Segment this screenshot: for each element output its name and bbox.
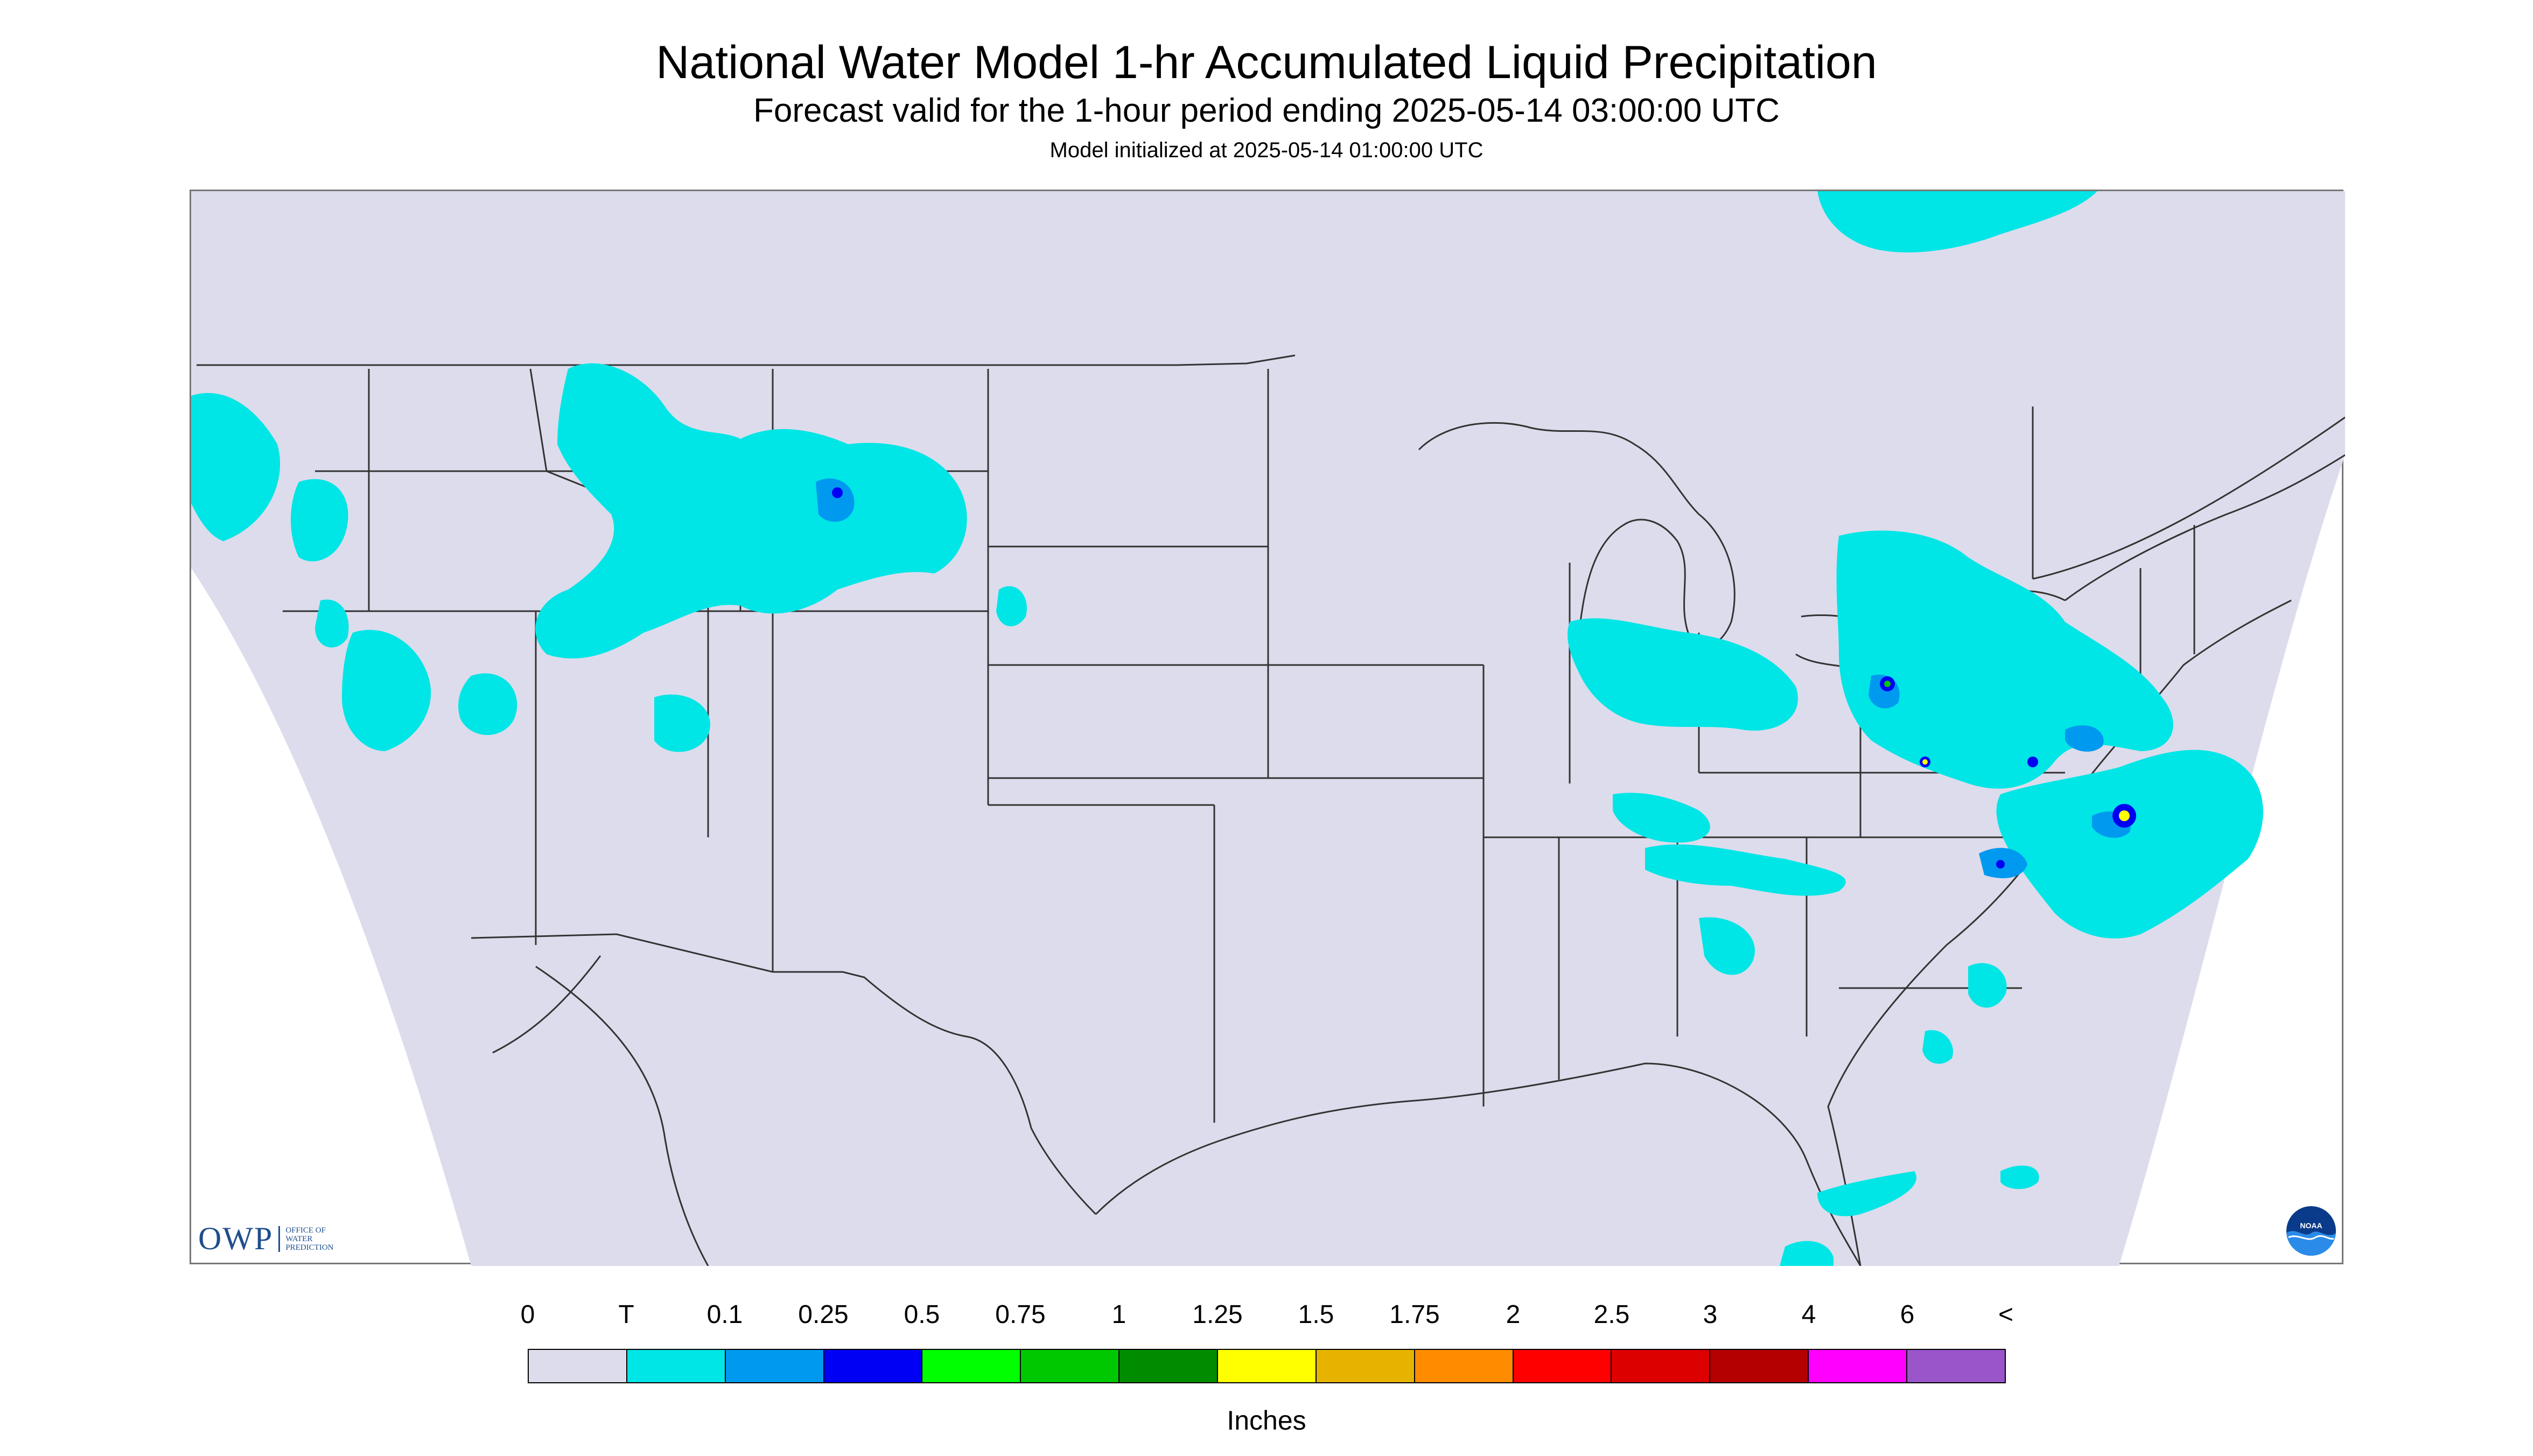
- legend-tick-label: 3: [1703, 1300, 1718, 1329]
- noaa-logo-icon: [2286, 1206, 2336, 1256]
- legend-tick-label: 1.25: [1192, 1300, 1243, 1329]
- legend-swatch: [1415, 1350, 1514, 1382]
- legend-tick-labels: 0 T 0.1 0.25 0.5 0.75 1 1.25 1.5 1.75 2 2.5 3 4 6 <: [521, 1299, 2014, 1336]
- northern-rockies-montana: [535, 363, 967, 659]
- gulf-bahamas: [1968, 963, 2007, 1008]
- legend-swatch: [529, 1350, 627, 1382]
- carolinas-coastal: [1996, 750, 2263, 939]
- pacific-northwest-coastal: [191, 393, 281, 541]
- legend-swatch: [725, 1350, 824, 1382]
- legend-tick-label: 0.5: [904, 1300, 940, 1329]
- legend-tick-label: 1: [1111, 1300, 1126, 1329]
- precip-trace-areas: [191, 191, 2263, 1266]
- legend-swatch: [922, 1350, 1021, 1382]
- legend-swatch: [627, 1350, 726, 1382]
- legend-swatch: [1021, 1350, 1120, 1382]
- legend-tick-label: 2.5: [1593, 1300, 1630, 1329]
- legend-swatch: [1612, 1350, 1711, 1382]
- legend-tick-label: 0.25: [798, 1300, 849, 1329]
- legend-tick-label: <: [1998, 1300, 2014, 1329]
- legend-tick-label: 1.75: [1389, 1300, 1440, 1329]
- great-basin-nevada: [342, 629, 431, 751]
- legend-swatch: [1513, 1350, 1612, 1382]
- legend-color-bar: [528, 1349, 2006, 1383]
- legend-swatch: [1809, 1350, 1908, 1382]
- noaa-logo-text: NOAA: [2300, 1221, 2322, 1230]
- legend-units: Inches: [1227, 1405, 1306, 1436]
- legend-swatch: [824, 1350, 923, 1382]
- legend-tick-label: 0.1: [706, 1300, 743, 1329]
- owp-logo: OWP OFFICE OF WATER PREDICTION: [198, 1220, 334, 1257]
- legend-swatch: [1119, 1350, 1219, 1382]
- ohio-valley: [1568, 618, 1798, 731]
- quebec-north: [1817, 191, 2097, 253]
- legend-tick-label: 4: [1801, 1300, 1816, 1329]
- legend-tick-label: T: [618, 1300, 634, 1329]
- mid-atlantic-northeast: [1836, 530, 2173, 789]
- legend-tick-label: 2: [1506, 1300, 1521, 1329]
- precip-heavy-cells: [832, 487, 2136, 869]
- owp-logo-subtext: OFFICE OF WATER PREDICTION: [278, 1226, 334, 1252]
- model-init-time: Model initialized at 2025-05-14 01:00:00…: [1049, 138, 1484, 162]
- legend-tick-label: 6: [1900, 1300, 1915, 1329]
- legend-swatch: [1218, 1350, 1317, 1382]
- legend-swatch: [1316, 1350, 1415, 1382]
- map-canvas: [191, 191, 2345, 1266]
- legend-tick-label: 0.75: [995, 1300, 1046, 1329]
- legend-tick-label: 1.5: [1298, 1300, 1334, 1329]
- legend-swatch: [1710, 1350, 1809, 1382]
- legend-swatch: [1907, 1350, 2005, 1382]
- legend-tick-label: 0: [520, 1300, 535, 1329]
- map-subtitle: Forecast valid for the 1-hour period end…: [753, 92, 1780, 129]
- owp-logo-word: OWP: [198, 1221, 274, 1256]
- precipitation-map[interactable]: [190, 190, 2345, 1266]
- map-title: National Water Model 1-hr Accumulated Li…: [656, 37, 1877, 88]
- noaa-logo: NOAA: [2285, 1205, 2337, 1257]
